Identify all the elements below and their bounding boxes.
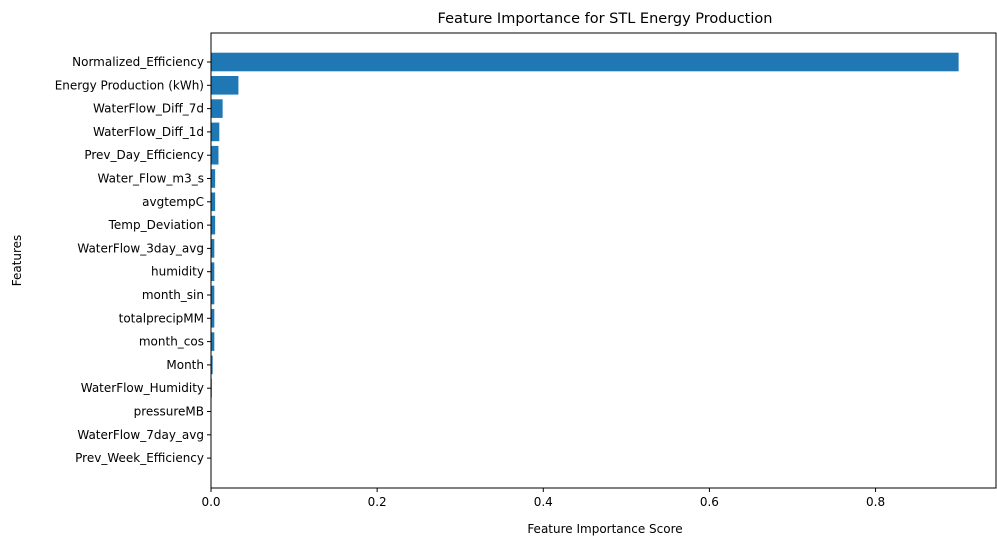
bar-prev-day-efficiency [211, 146, 218, 165]
y-tick-label: WaterFlow_Diff_7d [93, 102, 204, 116]
y-tick-label: Energy Production (kWh) [55, 78, 204, 92]
bar-water-flow-m3-s [211, 169, 215, 188]
x-axis-title: Feature Importance Score [527, 522, 682, 536]
y-tick-label: month_sin [142, 288, 204, 302]
bars-group [211, 53, 959, 468]
y-ticks-group: Normalized_Efficiency Energy Production (… [55, 55, 211, 465]
x-tick-label: 0.6 [700, 495, 719, 509]
x-tick-label: 0.2 [368, 495, 387, 509]
x-tick-label: 0.0 [201, 495, 220, 509]
y-tick-label: totalprecipMM [119, 311, 204, 325]
bar-energy-production-kwh [211, 76, 238, 95]
bar-avgtempc [211, 193, 215, 212]
y-tick-label: WaterFlow_Humidity [81, 381, 204, 395]
bar-waterflow-diff-1d [211, 123, 219, 142]
bar-temp-deviation [211, 216, 215, 235]
y-tick-label: WaterFlow_Diff_1d [93, 125, 204, 139]
y-axis-title: Features [10, 235, 24, 287]
y-tick-label: Prev_Day_Efficiency [84, 148, 204, 162]
y-tick-label: pressureMB [134, 405, 204, 419]
y-tick-label: month_cos [139, 335, 204, 349]
y-tick-label: Temp_Deviation [108, 218, 204, 232]
y-tick-label: humidity [151, 265, 204, 279]
y-tick-label: Prev_Week_Efficiency [75, 451, 204, 465]
bar-waterflow-diff-7d [211, 99, 223, 118]
y-tick-label: Normalized_Efficiency [72, 55, 204, 69]
y-tick-label: avgtempC [142, 195, 204, 209]
chart-title: Feature Importance for STL Energy Produc… [438, 11, 773, 27]
y-tick-label: WaterFlow_3day_avg [77, 241, 204, 255]
plot-frame [211, 33, 996, 488]
y-tick-label: Month [166, 358, 204, 372]
y-tick-label: WaterFlow_7day_avg [77, 428, 204, 442]
y-tick-label: Water_Flow_m3_s [98, 172, 204, 186]
x-tick-label: 0.4 [534, 495, 553, 509]
x-tick-label: 0.8 [866, 495, 885, 509]
bar-normalized-efficiency [211, 53, 959, 72]
x-ticks-group: 0.0 0.2 0.4 0.6 0.8 [201, 488, 885, 509]
